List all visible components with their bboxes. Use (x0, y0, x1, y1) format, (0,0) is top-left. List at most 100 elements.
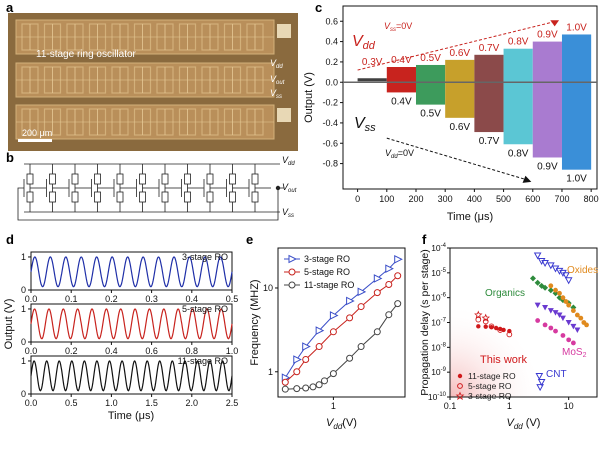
legend-marker-2 (455, 391, 465, 401)
x-tick-label: 100 (379, 194, 394, 204)
label-organics: Organics (485, 288, 525, 299)
point-2 (315, 381, 323, 389)
vdd-bar-4 (474, 54, 504, 83)
x-tick-label: 1.5 (145, 398, 158, 408)
series-line-1 (284, 275, 399, 383)
point-cnt (535, 373, 544, 381)
plot-frame (342, 5, 598, 190)
vdd-trend-arrow (357, 20, 557, 71)
point-1 (302, 356, 310, 364)
point-cnt-mos2-mix (556, 312, 563, 319)
point-organics (547, 287, 554, 294)
point-2 (302, 384, 310, 392)
pmos (71, 173, 79, 185)
point-oxides (574, 312, 580, 318)
x-tick-label: 0.0 (25, 398, 38, 408)
panel-f-letter: f (422, 232, 427, 247)
point-5-stage-ro (475, 316, 482, 323)
point-1 (394, 272, 402, 280)
plot-frame (277, 247, 406, 398)
point-organics (534, 279, 541, 286)
vss-bar-0 (386, 82, 416, 93)
pmos (184, 173, 191, 185)
nmos (184, 191, 191, 203)
point-cnt-mos2-mix (552, 310, 559, 316)
pin-a-vout: Vout (270, 74, 285, 86)
pmos (206, 173, 214, 185)
vss-trend-arrow (386, 137, 528, 181)
panel-f: f 11-stage RO5-stage RO3-stage RO0.1 1 101… (419, 232, 598, 431)
panel-b: b Vdd Vout Vss (6, 150, 297, 221)
nmos (229, 191, 236, 203)
pmos (94, 173, 101, 185)
y-axis-label: Output (V) (303, 72, 315, 123)
x-tick-label: 800 (584, 194, 599, 204)
y-tick-label: 0 (21, 285, 26, 295)
point-2 (373, 328, 381, 336)
vdd-bar-label-4: 0.7V (479, 43, 500, 54)
vss-big-label: Vss (354, 115, 376, 134)
panel-a-letter: a (6, 0, 14, 15)
point-5-stage-ro (497, 327, 504, 333)
y-tick-label: 0.4 (325, 37, 338, 47)
vss-bar-5 (532, 82, 562, 158)
point-1 (293, 368, 301, 376)
y-tick-label: -0.6 (322, 138, 338, 148)
point-2 (320, 377, 328, 385)
x-tick-label: 0.2 (65, 346, 78, 356)
y-tick-label: 0.0 (325, 77, 338, 87)
point-1 (357, 303, 365, 311)
scale-bar-label: 200 μm (22, 128, 52, 138)
point-oxides (557, 290, 562, 296)
vss-bar-4 (503, 82, 533, 145)
frequency-vs-vdd-chart: 3-stage RO 5-stage RO 11-stage RO 1 1 10 Vdd(V… (249, 247, 406, 431)
point-cnt-mos2-mix (547, 308, 554, 314)
point-cnt-mos2-mix (559, 315, 566, 322)
y-axis-label: Frequency (MHZ) (249, 279, 261, 365)
y-tick-label: 0.2 (325, 57, 338, 67)
vdd-bar-5 (503, 48, 533, 83)
contact-pad (277, 24, 291, 38)
x-tick-label: 400 (467, 194, 482, 204)
pmos (161, 173, 169, 185)
point-3-stage-ro (474, 310, 483, 319)
point-0 (394, 254, 403, 264)
x-tick-label: 0 (355, 194, 360, 204)
pin-b-vout: Vout (282, 182, 297, 194)
vdd-bar-2 (415, 64, 446, 83)
y-axis-label: Output (V) (3, 299, 15, 350)
label-cnt: CNT (546, 369, 567, 380)
point-mos2 (566, 337, 572, 343)
point-oxides (548, 283, 554, 289)
pin-a-vdd: Vdd (270, 58, 283, 70)
pmos (49, 173, 56, 185)
ro-label: 11-stage ring oscillator (36, 49, 137, 60)
vss-bar-label-3: 0.7V (479, 136, 500, 147)
vdd-zero-note: Vdd=0V (385, 148, 414, 160)
point-mos2 (553, 328, 558, 334)
nmos (116, 191, 124, 203)
nmos (139, 191, 146, 203)
x-axis-label: Vdd (V) (507, 417, 541, 431)
point-0 (293, 355, 302, 364)
y-axis-label: Propagation delay (s per stage) (419, 249, 431, 396)
point-cnt (555, 267, 564, 275)
nmos (49, 191, 56, 203)
legend-label-1: 5-stage RO (468, 381, 512, 391)
x-tick-label: 0.2 (105, 294, 118, 304)
vdd-bar-label-5: 0.8V (508, 37, 529, 48)
point-oxides (560, 295, 566, 301)
y-tick-label: 10-7 (431, 318, 446, 328)
point-mos2 (542, 322, 548, 328)
pin-b-vdd: Vdd (282, 155, 295, 167)
point-11-stage-ro (493, 325, 499, 331)
waveform-legend-0: 3-stage RO (182, 252, 228, 262)
point-oxides (570, 308, 576, 314)
point-cnt (564, 277, 573, 285)
ring-oscillator-schematic (17, 163, 284, 221)
point-cnt-mos2-mix (574, 327, 581, 333)
point-cnt-mos2-mix (534, 302, 541, 309)
x-tick-label: 0.4 (105, 346, 118, 356)
y-tick-label: 1 (268, 367, 273, 377)
